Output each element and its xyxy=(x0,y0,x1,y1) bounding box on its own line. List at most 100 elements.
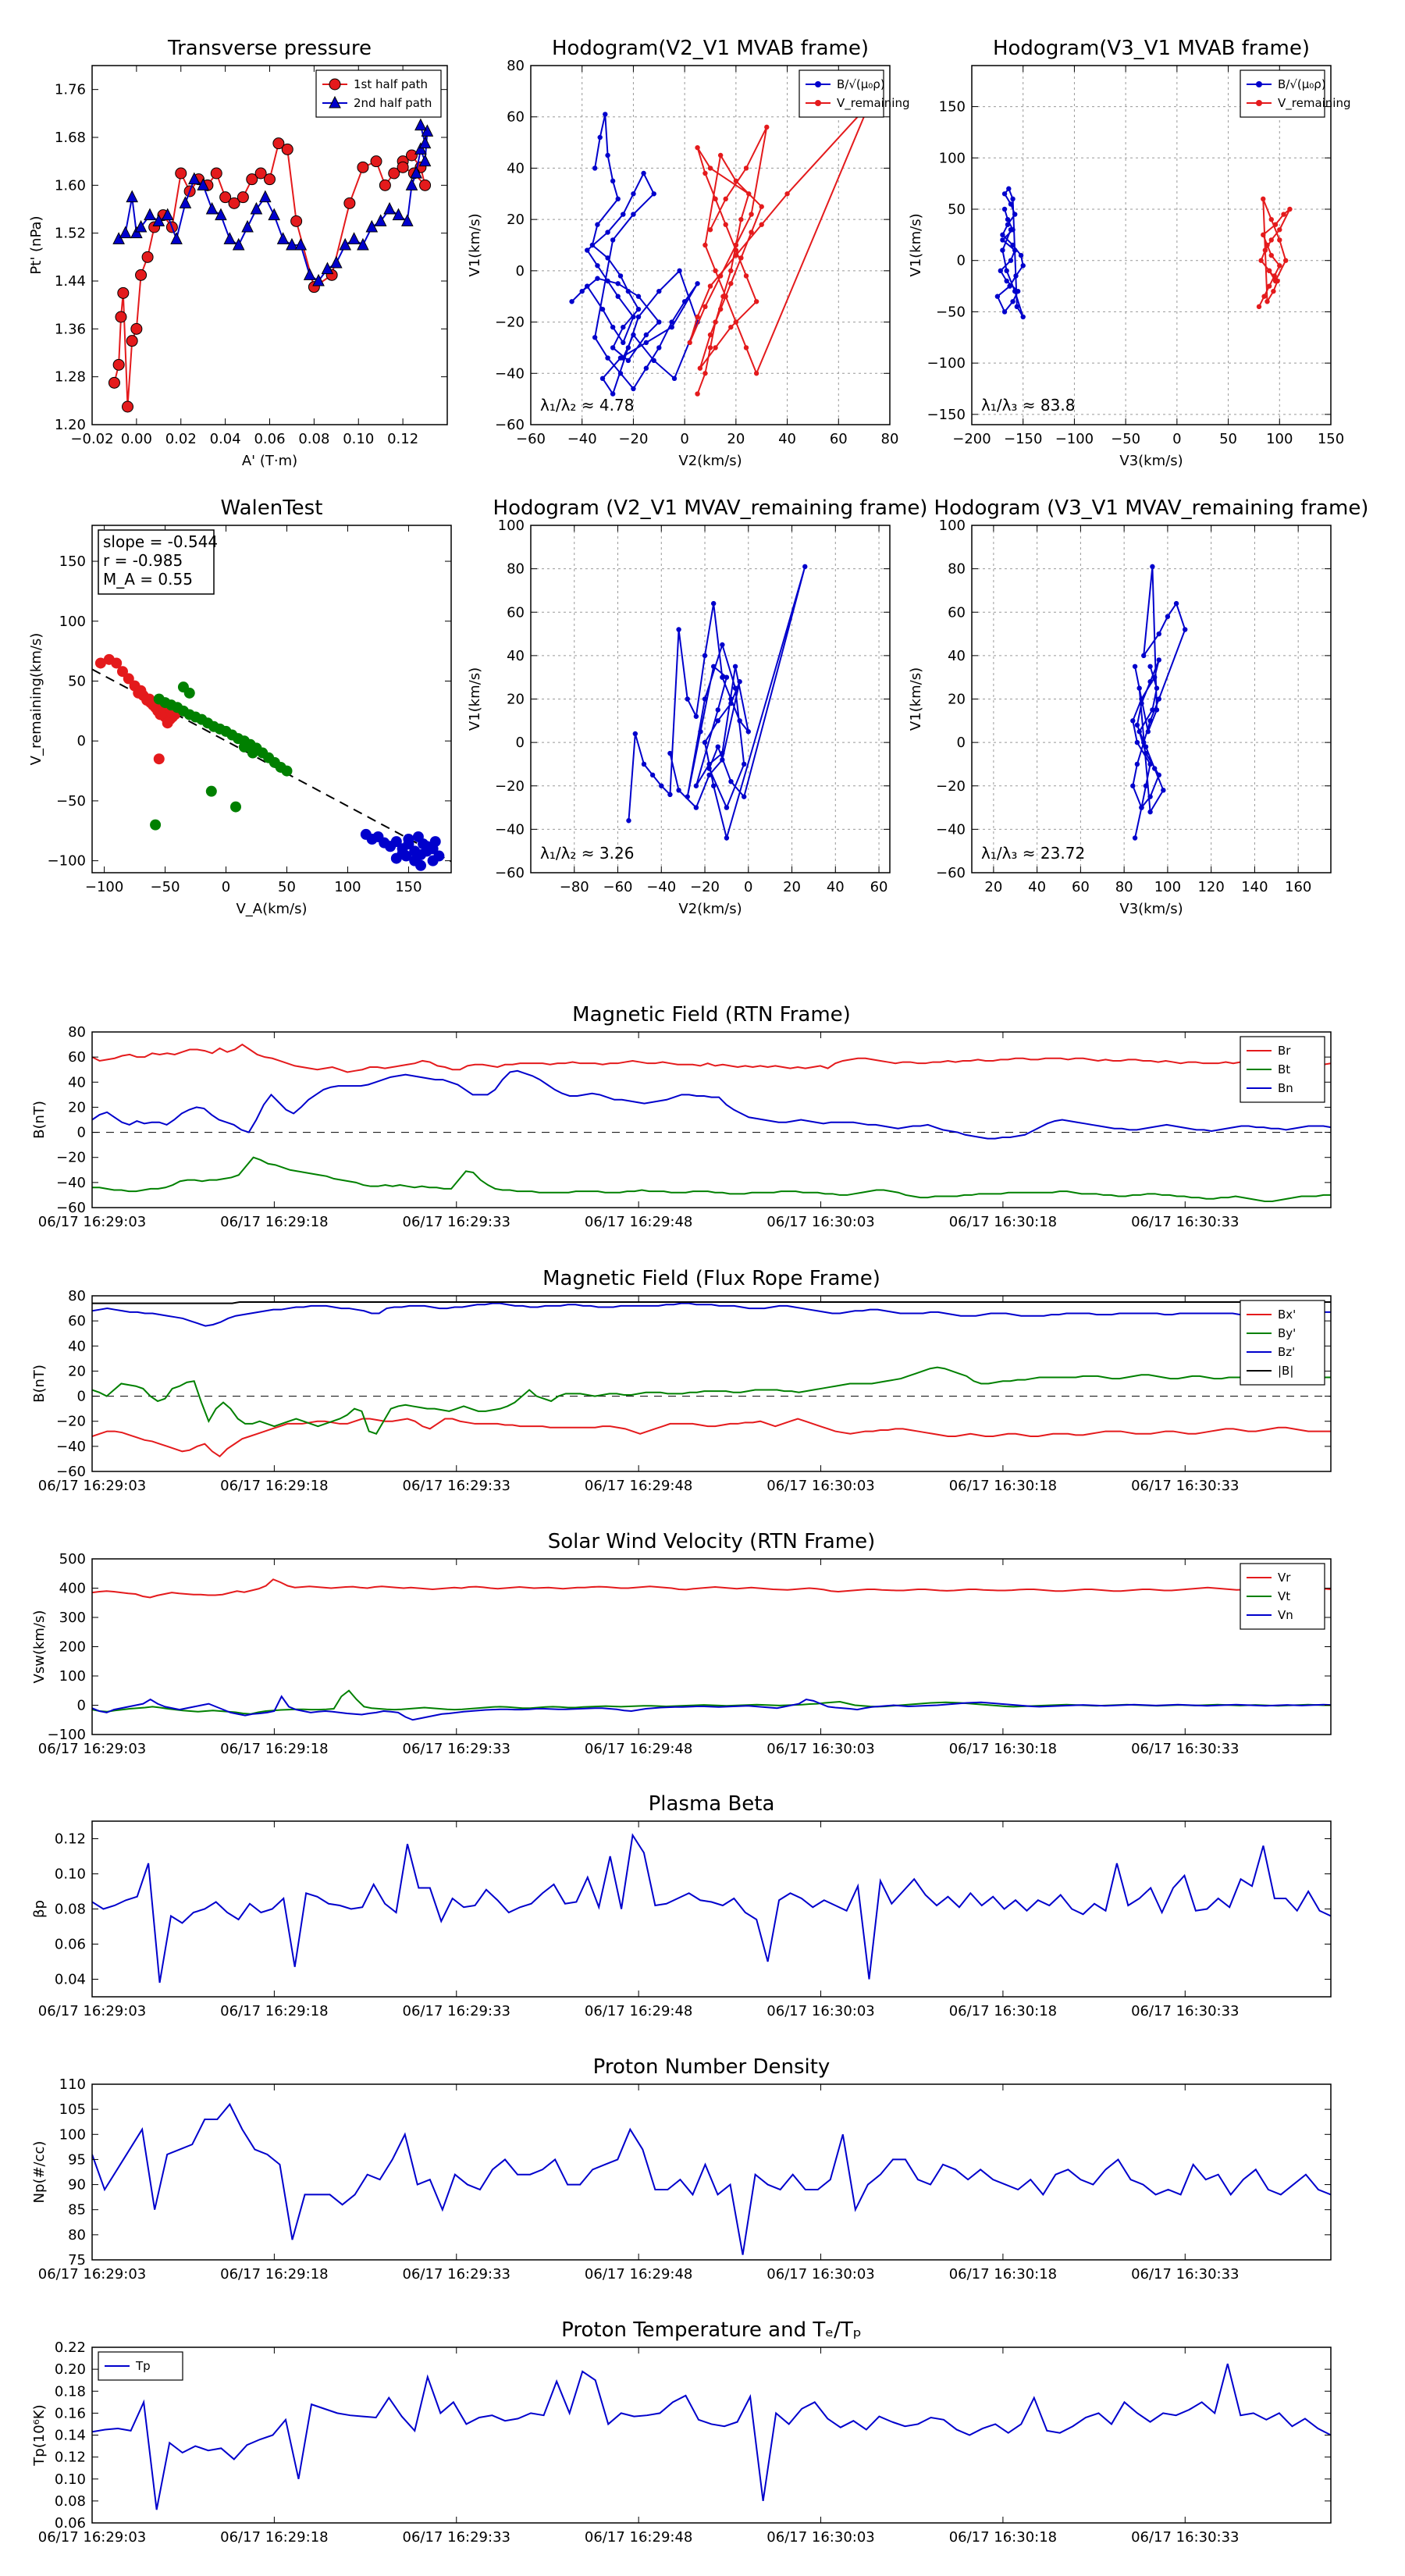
circle-point xyxy=(272,137,285,150)
hodogram-point xyxy=(1271,288,1276,294)
hodogram-point xyxy=(585,283,590,289)
circle-point xyxy=(357,161,369,173)
hodogram-point xyxy=(1130,718,1136,724)
time-tick-label: 06/17 16:29:03 xyxy=(38,1214,146,1230)
data-layer xyxy=(92,1301,1331,1458)
x-tick-label: −100 xyxy=(85,879,123,895)
y-axis-label: V1(km/s) xyxy=(908,213,924,276)
scatter-point xyxy=(162,717,173,729)
y-tick-label: −40 xyxy=(495,365,525,382)
hodogram-point xyxy=(759,204,764,209)
hodogram-point xyxy=(635,314,642,320)
y-tick-label: −20 xyxy=(56,1150,86,1166)
hodogram-point xyxy=(1147,761,1153,767)
hodogram-point xyxy=(1136,685,1142,691)
hodogram-point xyxy=(742,794,747,799)
hodogram-point xyxy=(643,340,649,346)
hodogram-point xyxy=(1008,258,1014,263)
y-tick-label: 0.12 xyxy=(55,1831,86,1848)
circle-point xyxy=(112,358,125,371)
hodogram-point xyxy=(632,731,638,737)
hodogram-point xyxy=(707,283,713,289)
chart-title: Transverse pressure xyxy=(167,37,372,60)
triangle-point xyxy=(223,232,237,244)
chart-title: Proton Temperature and Tₑ/Tₚ xyxy=(561,2318,862,2342)
circle-point xyxy=(379,179,391,191)
hodogram-point xyxy=(1147,718,1153,724)
triangle-point xyxy=(294,237,308,251)
y-tick-label: 0.12 xyxy=(55,2450,86,2466)
hodogram-point xyxy=(1000,247,1005,253)
hodogram-point xyxy=(707,165,713,171)
hodogram-point xyxy=(656,288,662,294)
x-tick-label: 0.00 xyxy=(121,431,152,447)
y-tick-label: 80 xyxy=(507,58,525,74)
hodogram-point xyxy=(707,332,713,338)
time-tick-label: 06/17 16:30:18 xyxy=(949,1214,1057,1230)
scatter-point xyxy=(403,834,414,845)
y-axis-label: Pt' (nPa) xyxy=(28,215,44,274)
hodogram-point xyxy=(749,229,754,235)
x-tick-label: −40 xyxy=(646,879,676,895)
triangle-point xyxy=(268,208,280,221)
y-tick-label: 0.10 xyxy=(55,1866,86,1883)
hodogram-point xyxy=(715,718,720,724)
hodogram-point xyxy=(1010,196,1016,202)
y-tick-label: 80 xyxy=(948,561,966,578)
x-tick-label: 60 xyxy=(1072,879,1090,895)
triangle-point xyxy=(126,190,138,203)
circle-point xyxy=(281,143,293,155)
hodogram-point xyxy=(737,718,742,724)
hodogram-point xyxy=(1183,627,1188,632)
hodogram-point xyxy=(1145,729,1151,735)
hodogram-point xyxy=(737,679,742,685)
legend-marker xyxy=(815,81,821,87)
hodogram-point xyxy=(610,237,616,243)
y-tick-label: 105 xyxy=(59,2101,86,2118)
hodogram-point xyxy=(724,835,730,841)
series-vr-line xyxy=(92,1578,1331,1599)
circle-point xyxy=(117,286,130,299)
hodogram-point xyxy=(764,124,770,130)
y-tick-label: 1.52 xyxy=(55,226,86,242)
hodogram-point xyxy=(710,664,717,669)
y-tick-label: 80 xyxy=(68,1288,86,1304)
triangle-point xyxy=(418,154,432,167)
y-tick-label: 20 xyxy=(68,1099,86,1115)
hodogram-point xyxy=(749,212,754,217)
hodogram-point xyxy=(1001,309,1008,315)
hodogram-point xyxy=(1258,258,1264,263)
legend-label: B/√(μ₀ρ) xyxy=(837,77,885,91)
hodogram-point xyxy=(1264,299,1270,304)
hodogram-point xyxy=(631,332,636,338)
x-tick-label: 100 xyxy=(1266,431,1293,447)
circle-point xyxy=(388,167,400,180)
series-np-line xyxy=(92,2102,1331,2255)
circle-point xyxy=(108,376,120,389)
hodogram-point xyxy=(1139,696,1144,702)
chart-title: Hodogram(V3_V1 MVAB frame) xyxy=(993,37,1310,60)
hodogram-point xyxy=(720,750,725,756)
time-tick-label: 06/17 16:29:03 xyxy=(38,2003,146,2019)
data-layer xyxy=(626,564,808,841)
hodogram-point xyxy=(625,345,631,350)
y-axis-label: V1(km/s) xyxy=(467,213,483,276)
triangle-point xyxy=(197,178,209,190)
hodogram-point xyxy=(702,696,708,702)
hodogram-point xyxy=(738,255,744,261)
time-tick-label: 06/17 16:30:33 xyxy=(1131,1741,1239,1757)
hodogram-point xyxy=(667,750,673,756)
series-bt-line xyxy=(92,1156,1331,1202)
hodogram-point xyxy=(659,783,664,788)
hodogram-point xyxy=(695,314,700,320)
scatter-point xyxy=(230,801,241,813)
y-tick-label: 0 xyxy=(957,735,966,751)
hodogram-point xyxy=(1156,696,1161,702)
legend-label: Vn xyxy=(1278,1608,1293,1622)
y-tick-label: 150 xyxy=(59,553,86,570)
hodogram-point xyxy=(1010,242,1016,248)
x-tick-label: −50 xyxy=(151,879,180,895)
legend-label: 1st half path xyxy=(354,77,428,91)
x-tick-label: 0 xyxy=(1172,431,1181,447)
hodogram-point xyxy=(599,375,606,382)
